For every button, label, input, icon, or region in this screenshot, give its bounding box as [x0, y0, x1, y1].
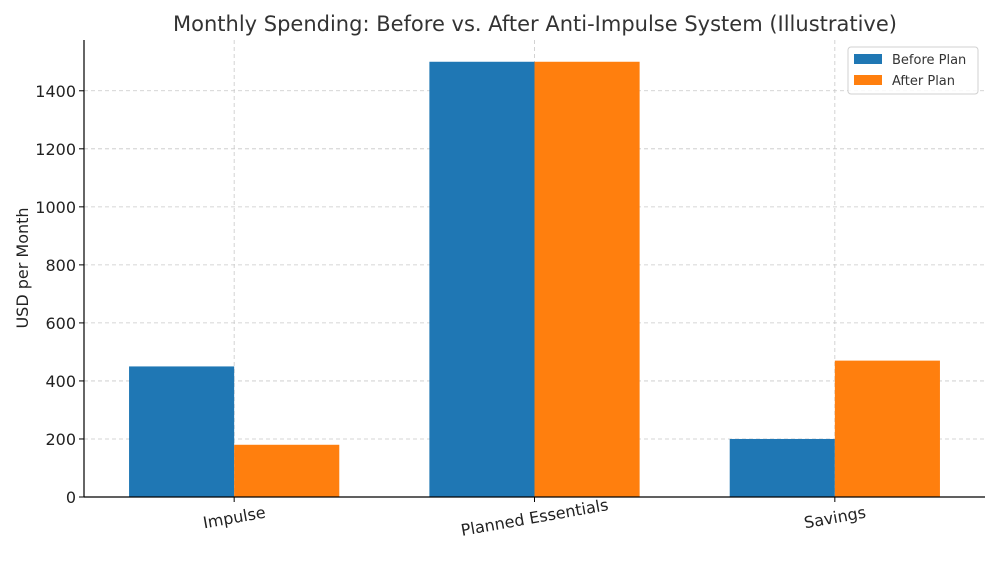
legend: Before Plan After Plan: [847, 46, 979, 95]
bar-after-plan: [534, 61, 640, 498]
legend-label: After Plan: [892, 74, 955, 89]
y-tick-label: 0: [66, 488, 76, 507]
legend-swatch: [854, 54, 882, 64]
legend-label: Before Plan: [892, 53, 966, 68]
bar-layer: [129, 61, 940, 498]
y-tick-label: 1200: [35, 140, 76, 159]
y-tick-label: 200: [45, 430, 76, 449]
legend-swatch: [854, 75, 882, 85]
y-tick-label: 400: [45, 372, 76, 391]
bar-after-plan: [234, 444, 340, 497]
x-tick-label: Savings: [802, 503, 867, 533]
y-tick-label: 800: [45, 256, 76, 275]
bar-before-plan: [429, 61, 535, 498]
y-axis-label: USD per Month: [13, 207, 32, 328]
bar-after-plan: [834, 360, 940, 497]
y-tick-label: 1000: [35, 198, 76, 217]
chart-title: Monthly Spending: Before vs. After Anti-…: [173, 12, 897, 36]
bar-before-plan: [729, 438, 835, 497]
bar-before-plan: [129, 366, 235, 497]
y-tick-label: 600: [45, 314, 76, 333]
x-tick-label: Impulse: [201, 503, 267, 533]
y-tick-label: 1400: [35, 82, 76, 101]
